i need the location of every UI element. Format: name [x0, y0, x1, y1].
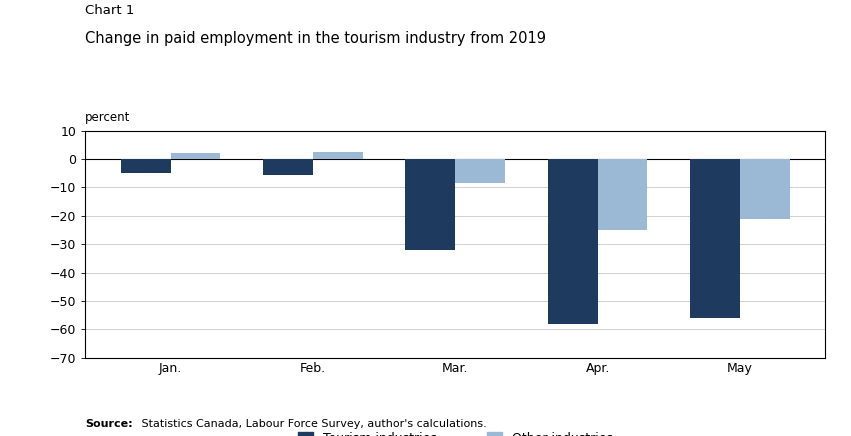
Bar — [740, 159, 790, 219]
Text: Change in paid employment in the tourism industry from 2019: Change in paid employment in the tourism… — [85, 31, 546, 45]
Bar — [313, 152, 363, 159]
Bar — [455, 159, 505, 183]
Text: Chart 1: Chart 1 — [85, 4, 134, 17]
Bar — [170, 153, 220, 159]
Bar — [690, 159, 740, 318]
Bar — [121, 159, 170, 174]
Text: Statistics Canada, Labour Force Survey, author's calculations.: Statistics Canada, Labour Force Survey, … — [138, 419, 487, 429]
Bar — [548, 159, 597, 324]
Bar — [597, 159, 648, 230]
Text: percent: percent — [85, 111, 130, 124]
Bar — [405, 159, 455, 250]
Bar — [263, 159, 313, 175]
Text: Source:: Source: — [85, 419, 133, 429]
Legend: Tourism industries, Other industries: Tourism industries, Other industries — [298, 432, 613, 436]
